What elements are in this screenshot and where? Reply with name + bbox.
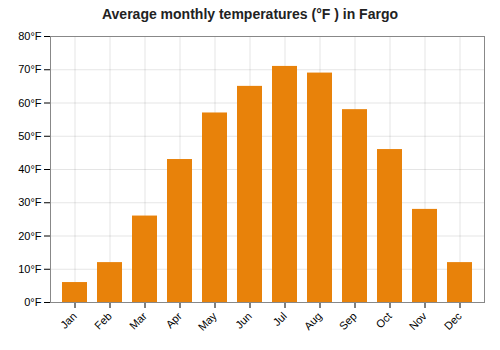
svg-text:10°F: 10°F xyxy=(18,263,42,275)
svg-text:Nov: Nov xyxy=(407,309,430,332)
svg-text:Jul: Jul xyxy=(270,310,288,328)
svg-text:Dec: Dec xyxy=(442,309,465,332)
svg-text:50°F: 50°F xyxy=(18,130,42,142)
svg-text:May: May xyxy=(196,309,220,333)
svg-text:Sep: Sep xyxy=(337,310,359,332)
svg-text:20°F: 20°F xyxy=(18,230,42,242)
svg-text:Jan: Jan xyxy=(58,310,79,331)
svg-text:80°F: 80°F xyxy=(18,30,42,42)
svg-text:Jun: Jun xyxy=(233,310,254,331)
html-text:Average monthly temperatures (: Average monthly temperatures (°F ) in Fa… xyxy=(102,6,398,22)
svg-text:Apr: Apr xyxy=(163,310,184,331)
svg-text:Oct: Oct xyxy=(373,310,394,331)
svg-text:30°F: 30°F xyxy=(18,196,42,208)
svg-text:Feb: Feb xyxy=(92,310,114,332)
svg-text:60°F: 60°F xyxy=(18,97,42,109)
svg-text:Mar: Mar xyxy=(127,310,149,332)
svg-text:70°F: 70°F xyxy=(18,63,42,75)
svg-text:Aug: Aug xyxy=(302,310,324,332)
svg-text:40°F: 40°F xyxy=(18,163,42,175)
svg-text:0°F: 0°F xyxy=(24,296,42,308)
